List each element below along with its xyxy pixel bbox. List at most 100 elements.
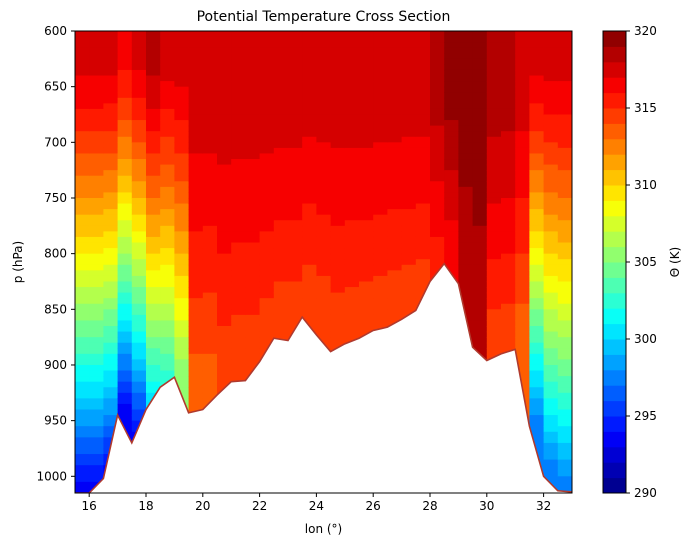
- heatmap-cell: [202, 86, 218, 93]
- heatmap-cell: [75, 192, 90, 199]
- heatmap-cell: [231, 69, 246, 77]
- heatmap-cell: [160, 81, 175, 88]
- heatmap-cell: [515, 86, 530, 93]
- heatmap-cell: [415, 197, 431, 205]
- heatmap-cell: [117, 159, 133, 166]
- heatmap-cell: [174, 203, 190, 210]
- heatmap-cell: [543, 92, 559, 99]
- heatmap-cell: [543, 275, 559, 283]
- heatmap-cell: [188, 97, 204, 104]
- heatmap-cell: [131, 64, 147, 71]
- heatmap-cell: [117, 281, 133, 288]
- heatmap-cell: [486, 69, 502, 77]
- heatmap-cell: [103, 387, 119, 394]
- heatmap-cell: [430, 164, 445, 171]
- heatmap-cell: [501, 209, 516, 216]
- heatmap-cell: [89, 103, 104, 110]
- heatmap-cell: [160, 370, 175, 377]
- heatmap-cell: [543, 42, 559, 49]
- heatmap-cell: [401, 153, 417, 160]
- heatmap-cell: [89, 353, 104, 361]
- heatmap-cell: [231, 287, 246, 294]
- heatmap-cell: [415, 186, 431, 194]
- heatmap-cell: [160, 69, 175, 77]
- heatmap-cell: [344, 253, 360, 260]
- heatmap-cell: [373, 192, 388, 199]
- heatmap-cell: [401, 147, 417, 155]
- heatmap-cell: [557, 31, 572, 38]
- heatmap-cell: [160, 337, 175, 344]
- heatmap-cell: [472, 209, 488, 216]
- heatmap-cell: [103, 181, 119, 188]
- heatmap-cell: [316, 153, 332, 160]
- colorbar-level: [603, 308, 626, 325]
- heatmap-cell: [557, 136, 572, 143]
- heatmap-cell: [557, 75, 572, 82]
- heatmap-cell: [387, 203, 403, 210]
- heatmap-cell: [103, 264, 119, 271]
- colorbar-tick-label: 290: [634, 486, 657, 500]
- heatmap-cell: [146, 387, 161, 394]
- heatmap-cell: [387, 81, 403, 88]
- heatmap-cell: [245, 214, 261, 221]
- heatmap-cell: [344, 220, 360, 227]
- heatmap-cell: [89, 454, 104, 461]
- heatmap-cell: [359, 47, 374, 54]
- heatmap-cell: [430, 120, 445, 127]
- heatmap-cell: [529, 197, 545, 205]
- heatmap-cell: [330, 326, 346, 333]
- heatmap-cell: [458, 42, 474, 49]
- heatmap-cell: [458, 175, 474, 182]
- heatmap-cell: [174, 331, 190, 338]
- heatmap-cell: [231, 275, 246, 283]
- heatmap-cell: [117, 348, 133, 355]
- heatmap-cell: [501, 153, 516, 160]
- heatmap-cell: [401, 242, 417, 249]
- heatmap-cell: [103, 131, 119, 138]
- heatmap-cell: [316, 214, 332, 221]
- heatmap-cell: [188, 225, 204, 232]
- heatmap-cell: [430, 259, 445, 266]
- heatmap-cell: [103, 92, 119, 99]
- heatmap-cell: [146, 342, 161, 349]
- heatmap-cell: [373, 231, 388, 238]
- heatmap-cell: [430, 131, 445, 138]
- heatmap-cell: [302, 86, 317, 93]
- heatmap-cell: [188, 147, 204, 155]
- colorbar-tick-label: 295: [634, 409, 657, 423]
- heatmap-cell: [501, 236, 516, 244]
- heatmap-cell: [288, 253, 303, 260]
- heatmap-cell: [188, 47, 204, 54]
- heatmap-cell: [231, 131, 246, 138]
- heatmap-cell: [117, 342, 133, 349]
- heatmap-cell: [501, 320, 516, 327]
- heatmap-cell: [146, 197, 161, 205]
- heatmap-cell: [273, 236, 289, 244]
- heatmap-cell: [444, 31, 459, 38]
- heatmap-cell: [344, 320, 360, 327]
- heatmap-cell: [316, 186, 332, 194]
- heatmap-cell: [529, 437, 545, 444]
- heatmap-cell: [515, 376, 530, 383]
- heatmap-cell: [430, 192, 445, 199]
- heatmap-cell: [302, 42, 317, 49]
- heatmap-cell: [316, 236, 332, 244]
- heatmap-cell: [131, 359, 147, 366]
- heatmap-cell: [415, 214, 431, 221]
- heatmap-cell: [217, 36, 232, 43]
- heatmap-cell: [373, 214, 388, 221]
- heatmap-cell: [160, 220, 175, 227]
- heatmap-cell: [75, 364, 90, 372]
- heatmap-cell: [557, 125, 572, 132]
- heatmap-cell: [245, 337, 261, 344]
- heatmap-cell: [543, 248, 559, 255]
- heatmap-cell: [401, 287, 417, 294]
- heatmap-cell: [486, 64, 502, 71]
- heatmap-cell: [557, 387, 572, 394]
- heatmap-cell: [103, 120, 119, 127]
- heatmap-cell: [344, 326, 360, 333]
- heatmap-cell: [231, 108, 246, 116]
- heatmap-cell: [273, 97, 289, 104]
